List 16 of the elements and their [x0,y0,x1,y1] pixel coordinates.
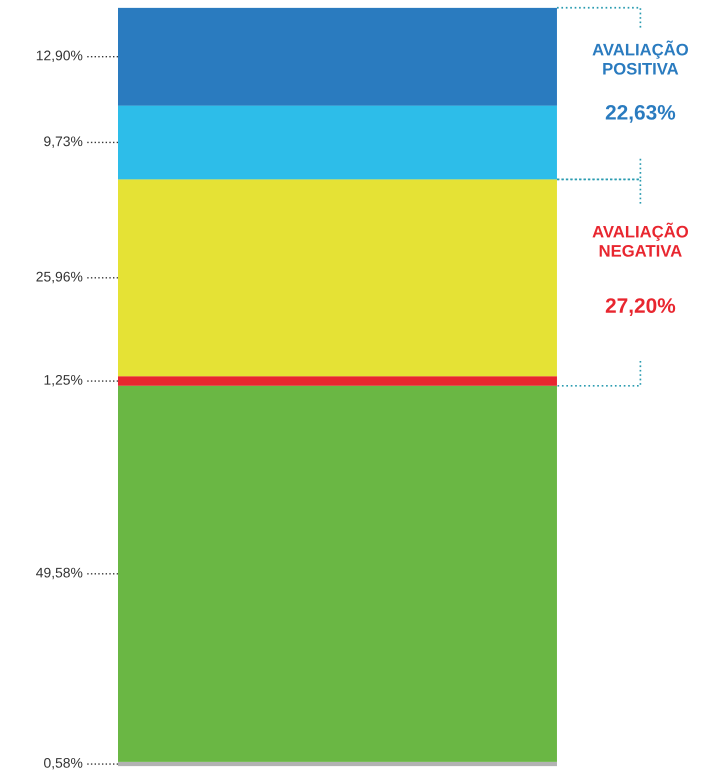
text: 22,63% [606,105,676,123]
data-label: 0,58% [44,758,82,770]
data-label: 25,96% [36,272,82,284]
text: 27,20% [606,298,676,316]
data-label: 1,25% [44,374,82,386]
bar [118,762,557,766]
data-label: 12,90% [36,50,82,62]
bar [118,179,557,376]
bar [118,376,557,386]
bar [118,106,557,180]
text: AVALIAÇÃO POSITIVA [592,40,688,75]
text: AVALIAÇÃO NEGATIVA [592,222,688,257]
data-label: 49,58% [36,568,82,580]
data-label: 9,73% [44,136,82,148]
bar [118,8,557,106]
bar [118,386,557,762]
